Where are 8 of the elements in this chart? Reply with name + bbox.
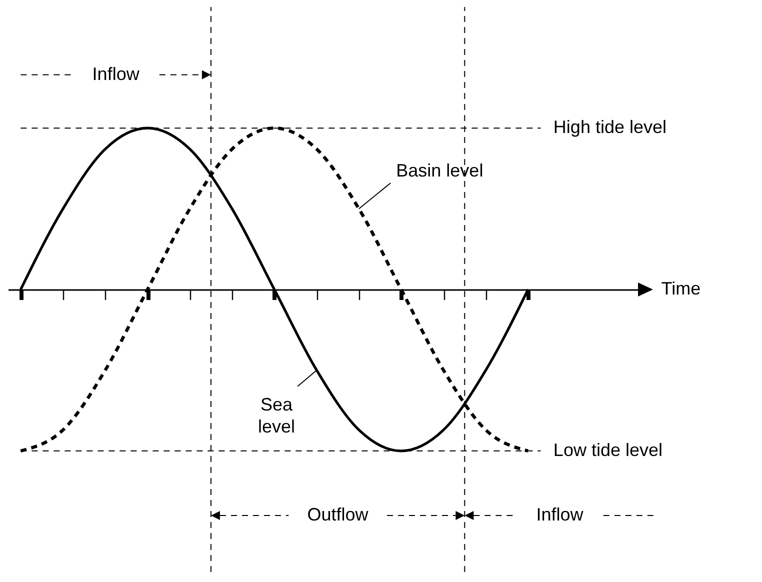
- text: High tide level: [553, 117, 666, 138]
- text: Outflow: [307, 504, 370, 524]
- legend-label: Sea level: [258, 394, 296, 437]
- text: Inflow: [536, 504, 584, 524]
- text: Time: [661, 278, 701, 298]
- text: Inflow: [92, 64, 140, 84]
- text: Low tide level: [553, 440, 663, 460]
- text: Basin level: [396, 160, 484, 181]
